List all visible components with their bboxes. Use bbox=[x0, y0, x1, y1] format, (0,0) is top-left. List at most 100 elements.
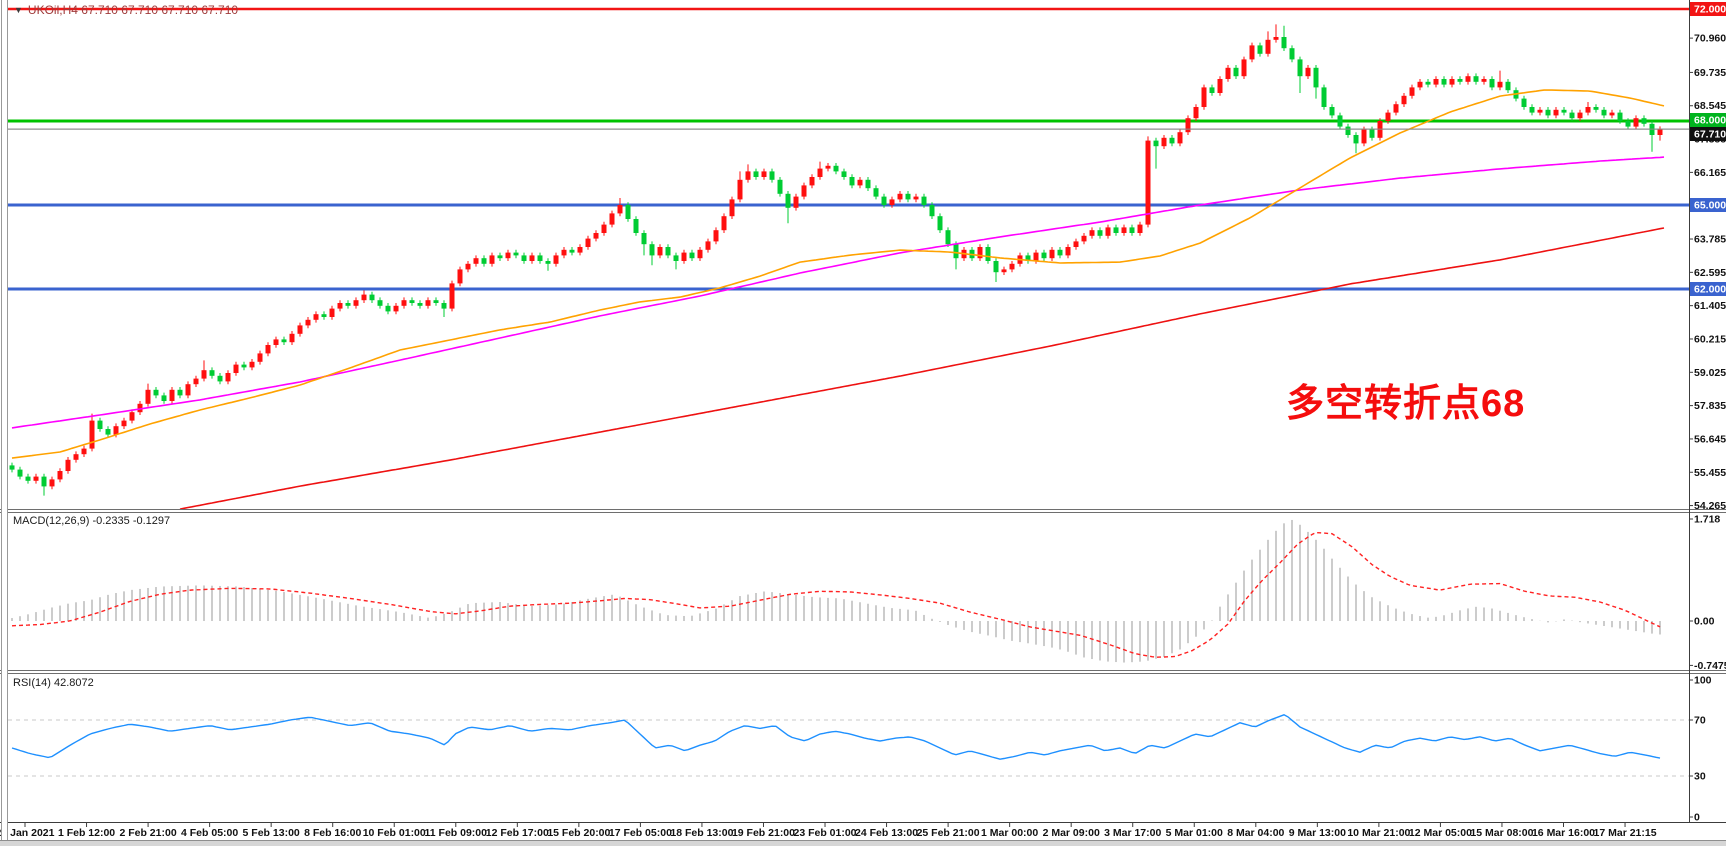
candle-body bbox=[1185, 118, 1191, 133]
price-axis[interactable]: 70.96069.73568.54567.35566.16563.78562.5… bbox=[1689, 2, 1726, 824]
candle-body bbox=[1225, 67, 1231, 79]
candle-body bbox=[1465, 76, 1471, 82]
time-label: 12 Feb 17:00 bbox=[486, 827, 549, 839]
candle-body bbox=[1001, 269, 1007, 273]
candle-body bbox=[833, 165, 839, 172]
price-badge bbox=[1690, 198, 1726, 212]
candle-body bbox=[1041, 252, 1047, 259]
candle-body bbox=[217, 375, 223, 382]
candle-body bbox=[225, 373, 231, 382]
candle-body bbox=[1065, 247, 1071, 256]
candle-body bbox=[1401, 95, 1407, 105]
candle-body bbox=[1097, 230, 1103, 236]
candle-body bbox=[913, 196, 919, 200]
candle-body bbox=[1393, 104, 1399, 113]
candle-body bbox=[49, 479, 55, 487]
candle-body bbox=[1537, 109, 1543, 113]
candle-body bbox=[1473, 76, 1479, 82]
candle-body bbox=[1025, 255, 1031, 261]
candle-body bbox=[1457, 79, 1463, 82]
candle-body bbox=[1417, 81, 1423, 88]
rsi-tick-label: 100 bbox=[1694, 675, 1712, 687]
candle-body bbox=[881, 196, 887, 205]
candle-body bbox=[889, 199, 895, 205]
candle-body bbox=[1561, 109, 1567, 113]
candle-body bbox=[841, 171, 847, 177]
candle-body bbox=[1161, 137, 1167, 147]
candle-body bbox=[1193, 107, 1199, 119]
candle-body bbox=[177, 389, 183, 396]
candle-body bbox=[809, 177, 815, 186]
candle-body bbox=[321, 314, 327, 317]
time-axis[interactable]: 29 Jan 2021 1 Feb 12:00 2 Feb 21:00 4 Feb 0… bbox=[0, 823, 1657, 839]
ma-slow bbox=[179, 227, 1665, 510]
candle-body bbox=[993, 261, 999, 273]
price-badge bbox=[1690, 2, 1726, 16]
candle-body bbox=[1441, 79, 1447, 85]
candle-body bbox=[1137, 224, 1143, 233]
candle-body bbox=[473, 258, 479, 264]
price-tick-label: 57.835 bbox=[1694, 400, 1726, 412]
candle-body bbox=[849, 177, 855, 186]
candle-body bbox=[753, 171, 759, 177]
time-label: 4 Feb 05:00 bbox=[181, 827, 238, 839]
candle-body bbox=[537, 255, 543, 261]
candle-body bbox=[41, 476, 47, 487]
rsi-panel[interactable] bbox=[8, 714, 1689, 777]
candle-body bbox=[281, 339, 287, 343]
candle-body bbox=[545, 261, 551, 264]
price-badge bbox=[1690, 282, 1726, 296]
candle-body bbox=[1153, 140, 1159, 147]
time-label: 15 Feb 20:00 bbox=[547, 827, 610, 839]
candle-body bbox=[265, 345, 271, 354]
candle-body bbox=[1657, 129, 1663, 135]
candle-body bbox=[137, 403, 143, 413]
candle-body bbox=[505, 252, 511, 259]
price-tick-label: 54.265 bbox=[1694, 500, 1726, 512]
price-tick-label: 70.960 bbox=[1694, 33, 1726, 45]
candle-body bbox=[1577, 112, 1583, 119]
candle-body bbox=[585, 238, 591, 247]
candle-body bbox=[73, 454, 79, 460]
price-tick-label: 56.645 bbox=[1694, 433, 1726, 445]
candle-body bbox=[1089, 230, 1095, 236]
candle-body bbox=[1265, 39, 1271, 54]
macd-panel[interactable] bbox=[11, 519, 1661, 663]
candle-body bbox=[25, 476, 31, 481]
candle-body bbox=[345, 303, 351, 306]
candle-body bbox=[441, 303, 447, 309]
ma-fast bbox=[11, 89, 1665, 459]
candle-body bbox=[1625, 121, 1631, 127]
symbol-ohlc-bar: ▼ UKOil,H4 67.710 67.710 67.710 67.710 bbox=[14, 3, 238, 17]
candle-body bbox=[1273, 37, 1279, 40]
time-label: 23 Feb 01:00 bbox=[793, 827, 856, 839]
time-label: 15 Mar 08:00 bbox=[1470, 827, 1533, 839]
macd-tick-label: -0.7475 bbox=[1694, 660, 1726, 672]
candle-body bbox=[209, 370, 215, 376]
candle-body bbox=[745, 171, 751, 180]
candle-body bbox=[865, 179, 871, 189]
price-tick-label: 63.785 bbox=[1694, 234, 1726, 246]
candle-body bbox=[89, 420, 95, 449]
time-label: 8 Feb 16:00 bbox=[304, 827, 361, 839]
candle-body bbox=[361, 294, 367, 301]
candle-body bbox=[761, 171, 767, 177]
candle-body bbox=[153, 389, 159, 396]
candle-body bbox=[681, 252, 687, 261]
candle-body bbox=[1425, 81, 1431, 85]
candle-body bbox=[161, 395, 167, 401]
candle-body bbox=[1033, 252, 1039, 261]
candle-body bbox=[1289, 48, 1295, 60]
candle-body bbox=[1361, 129, 1367, 144]
candle-body bbox=[289, 333, 295, 343]
macd-signal-line bbox=[11, 531, 1661, 658]
main-chart-panel[interactable] bbox=[8, 7, 1689, 510]
candle-body bbox=[1353, 135, 1359, 144]
candle-body bbox=[897, 193, 903, 200]
candle-body bbox=[193, 378, 199, 385]
candle-body bbox=[1129, 227, 1135, 233]
candle-body bbox=[601, 224, 607, 233]
candle-body bbox=[1145, 140, 1151, 225]
candle-body bbox=[9, 465, 15, 470]
